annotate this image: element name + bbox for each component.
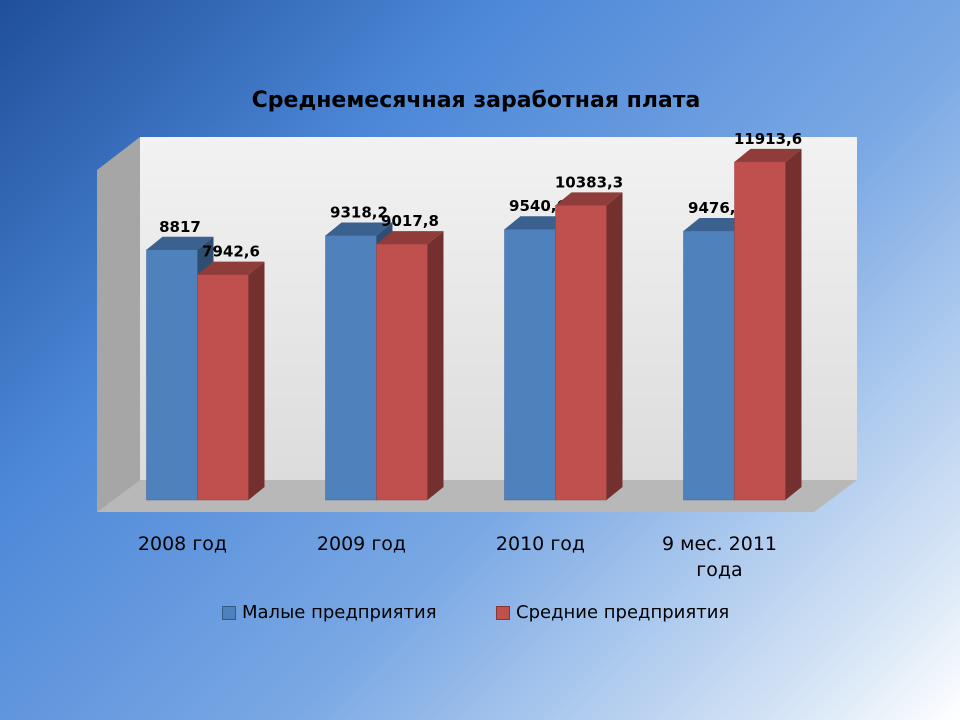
chart-title: Среднемесячная заработная плата xyxy=(252,88,701,113)
bar-top xyxy=(146,236,214,250)
value-label: 8817 xyxy=(159,218,201,236)
bar xyxy=(555,205,607,501)
bar xyxy=(734,161,786,501)
bar-top xyxy=(197,261,265,275)
value-label: 9540,6 xyxy=(509,197,567,215)
bar xyxy=(325,235,377,501)
bar xyxy=(683,230,735,501)
bar xyxy=(197,274,249,501)
legend-swatch xyxy=(222,605,236,620)
legend-label: Средние предприятия xyxy=(516,602,730,623)
bar-top xyxy=(376,231,444,245)
legend-label: Малые предприятия xyxy=(242,602,437,623)
bar xyxy=(504,228,556,501)
x-tick-label: 2010 год xyxy=(495,533,586,555)
x-tick-label: 2008 год xyxy=(137,533,228,555)
value-label: 9017,8 xyxy=(381,212,439,230)
value-label: 10383,3 xyxy=(555,173,623,191)
bar-top xyxy=(325,222,393,236)
bar-top xyxy=(683,218,751,232)
bar xyxy=(376,243,428,501)
value-label: 7942,6 xyxy=(202,243,260,261)
bar-side xyxy=(427,231,444,500)
bar-side xyxy=(606,192,623,500)
bar xyxy=(146,249,198,501)
legend-item: Средние предприятия xyxy=(496,602,729,623)
bar-top xyxy=(734,148,802,162)
side-wall xyxy=(97,137,140,512)
x-tick-label: 9 мес. 2011 года xyxy=(661,533,778,581)
bar-top xyxy=(504,216,572,230)
value-label: 11913,6 xyxy=(734,130,802,148)
legend-item: Малые предприятия xyxy=(222,602,437,623)
x-tick-label: 2009 год xyxy=(316,533,407,555)
value-label: 9318,2 xyxy=(330,204,388,222)
floor xyxy=(97,480,857,512)
legend-swatch xyxy=(496,605,510,620)
bar-top xyxy=(555,192,623,206)
value-label: 9476,6 xyxy=(688,199,746,217)
bar-side xyxy=(785,148,802,500)
bar-side xyxy=(248,261,265,500)
